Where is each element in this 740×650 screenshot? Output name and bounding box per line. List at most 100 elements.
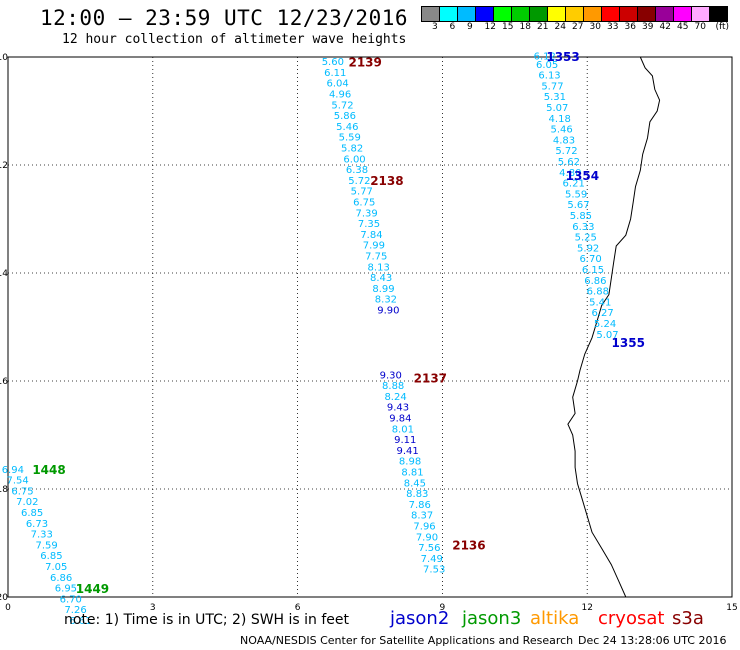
y-tick-label: -18 bbox=[0, 485, 8, 495]
x-tick-label: 6 bbox=[295, 603, 301, 613]
legend-label: 36 bbox=[624, 22, 636, 32]
wave-height-label: 7.75 bbox=[365, 252, 387, 263]
legend-label: 9 bbox=[467, 22, 473, 32]
wave-height-label: 8.43 bbox=[370, 273, 392, 284]
wave-height-label: 6.94 bbox=[2, 465, 24, 476]
wave-height-label: 5.62 bbox=[558, 157, 580, 168]
wave-height-label: 5.92 bbox=[577, 243, 599, 254]
wave-height-label: 6.33 bbox=[572, 222, 594, 233]
legend-label: 21 bbox=[537, 22, 549, 32]
wave-height-label: 6.86 bbox=[584, 276, 606, 287]
wave-height-label: 5.46 bbox=[550, 125, 572, 136]
footnote: note: 1) Time is in UTC; 2) SWH is in fe… bbox=[64, 612, 350, 628]
y-tick-label: -14 bbox=[0, 269, 8, 279]
wave-height-label: 5.77 bbox=[351, 187, 373, 198]
satellite-s3a: s3a bbox=[672, 608, 704, 629]
wave-height-label: 6.85 bbox=[21, 508, 43, 519]
track-cryosat-mid: 5.606.116.044.965.725.865.465.595.826.00… bbox=[322, 55, 486, 575]
wave-height-label: 4.83 bbox=[553, 135, 575, 146]
wave-height-label: 8.99 bbox=[372, 284, 394, 295]
wave-height-label: 5.07 bbox=[546, 103, 568, 114]
legend-label: 42 bbox=[659, 22, 671, 32]
wave-height-label: 8.01 bbox=[392, 424, 414, 435]
wave-height-label: 4.96 bbox=[329, 90, 351, 101]
wave-height-label: 5.60 bbox=[322, 57, 344, 68]
track-s3a-east: 6.126.056.135.775.315.074.185.464.835.72… bbox=[534, 50, 645, 350]
wave-height-label: 4.80 bbox=[559, 168, 581, 179]
x-tick-label: 12 bbox=[581, 603, 592, 613]
wave-height-label: 7.49 bbox=[421, 554, 443, 565]
y-tick-label: -16 bbox=[0, 377, 8, 387]
y-tick-label: -10 bbox=[0, 53, 8, 63]
legend-label: 27 bbox=[572, 22, 584, 32]
wave-height-label: 6.73 bbox=[26, 519, 48, 530]
wave-height-label: 8.88 bbox=[382, 381, 404, 392]
wave-height-label: 9.41 bbox=[397, 446, 419, 457]
wave-height-label: 5.31 bbox=[544, 92, 566, 103]
legend-label: 3 bbox=[432, 22, 438, 32]
wave-height-label: 5.86 bbox=[334, 111, 356, 122]
wave-height-label: 8.24 bbox=[384, 392, 406, 403]
wave-height-label: 6.05 bbox=[536, 60, 558, 71]
map-grid bbox=[7, 56, 733, 598]
legend-unit: (ft) bbox=[715, 22, 730, 32]
wave-height-label: 6.86 bbox=[50, 573, 72, 584]
credit-date: Dec 24 13:28:06 UTC 2016 bbox=[578, 634, 727, 647]
wave-height-label: 6.95 bbox=[55, 584, 77, 595]
track-jason3-west: 6.947.546.757.026.856.737.337.596.857.05… bbox=[2, 463, 109, 627]
satellite-cryosat: cryosat bbox=[598, 608, 665, 629]
page-subtitle: 12 hour collection of altimeter wave hei… bbox=[62, 32, 407, 47]
map-frame bbox=[7, 56, 733, 598]
wave-height-label: 7.33 bbox=[31, 530, 53, 541]
wave-height-label: 5.85 bbox=[570, 211, 592, 222]
legend-label: 15 bbox=[502, 22, 514, 32]
pass-time-label: 2139 bbox=[348, 55, 381, 69]
wave-height-label: 8.81 bbox=[401, 468, 423, 479]
wave-height-label: 9.90 bbox=[377, 306, 399, 317]
legend-label: 39 bbox=[642, 22, 654, 32]
legend-label: 6 bbox=[449, 22, 456, 32]
pass-time-label: 2138 bbox=[370, 174, 403, 188]
wave-height-label: 7.96 bbox=[413, 522, 435, 533]
pass-time-label: 1353 bbox=[546, 50, 579, 64]
wave-height-label: 4.18 bbox=[549, 114, 571, 125]
wave-height-label: 7.99 bbox=[363, 241, 385, 252]
wave-height-label: 5.82 bbox=[341, 144, 363, 155]
page-title: 12:00 – 23:59 UTC 12/23/2016 bbox=[40, 6, 409, 30]
coastline-path bbox=[567, 56, 661, 598]
wave-height-label: 7.90 bbox=[416, 532, 438, 543]
wave-height-label: 6.13 bbox=[538, 71, 560, 82]
wave-height-label: 6.85 bbox=[40, 551, 62, 562]
wave-height-label: 6.12 bbox=[534, 52, 556, 63]
wave-height-label: 6.00 bbox=[343, 154, 365, 165]
wave-height-label: 7.35 bbox=[358, 219, 380, 230]
wave-height-label: 5.46 bbox=[336, 122, 358, 133]
legend-label: 45 bbox=[677, 22, 689, 32]
wave-height-label: 7.39 bbox=[355, 208, 377, 219]
legend-label: 12 bbox=[484, 22, 496, 32]
legend-label: 70 bbox=[694, 22, 706, 32]
x-tick-label: 9 bbox=[440, 603, 446, 613]
wave-height-label: 6.75 bbox=[353, 198, 375, 209]
wave-height-label: 7.05 bbox=[45, 562, 67, 573]
credit-line: NOAA/NESDIS Center for Satellite Applica… bbox=[240, 634, 574, 647]
wave-height-label: 5.59 bbox=[339, 133, 361, 144]
wave-height-label: 8.32 bbox=[375, 295, 397, 306]
wave-height-label: 5.59 bbox=[565, 189, 587, 200]
wave-height-label: 6.88 bbox=[587, 287, 609, 298]
wave-height-label: 6.04 bbox=[327, 79, 349, 90]
pass-time-label: 2137 bbox=[414, 371, 447, 385]
legend-swatch bbox=[709, 6, 728, 22]
wave-height-label: 8.83 bbox=[406, 489, 428, 500]
wave-height-label: 6.70 bbox=[579, 254, 601, 265]
pass-time-label: 1448 bbox=[32, 463, 65, 477]
legend-label: 18 bbox=[519, 22, 531, 32]
pass-time-label: 1449 bbox=[76, 582, 109, 596]
color-legend bbox=[421, 6, 728, 22]
wave-height-label: 5.72 bbox=[331, 100, 353, 111]
wave-height-label: 8.45 bbox=[404, 478, 426, 489]
wave-height-label: 7.54 bbox=[7, 476, 29, 487]
y-tick-label: -12 bbox=[0, 161, 8, 171]
coastline bbox=[567, 56, 661, 598]
wave-height-label: 9.84 bbox=[389, 414, 411, 425]
